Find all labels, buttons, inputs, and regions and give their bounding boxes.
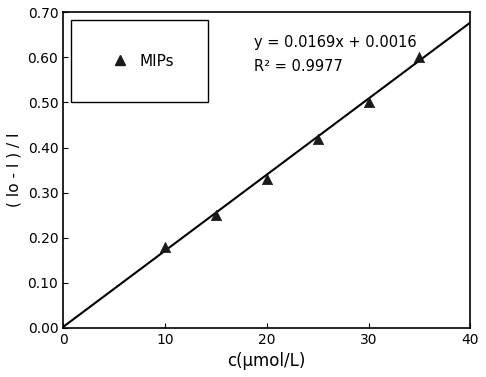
Point bbox=[416, 54, 423, 60]
Point bbox=[161, 244, 169, 250]
Text: y = 0.0169x + 0.0016
R² = 0.9977: y = 0.0169x + 0.0016 R² = 0.9977 bbox=[255, 35, 417, 74]
Point bbox=[212, 212, 220, 218]
Legend: MIPs: MIPs bbox=[71, 20, 208, 102]
Point bbox=[263, 176, 271, 182]
X-axis label: c(μmol/L): c(μmol/L) bbox=[227, 352, 306, 370]
Y-axis label: ( Io - I ) / I: ( Io - I ) / I bbox=[7, 133, 22, 207]
Point bbox=[364, 100, 372, 106]
Point bbox=[314, 135, 322, 141]
